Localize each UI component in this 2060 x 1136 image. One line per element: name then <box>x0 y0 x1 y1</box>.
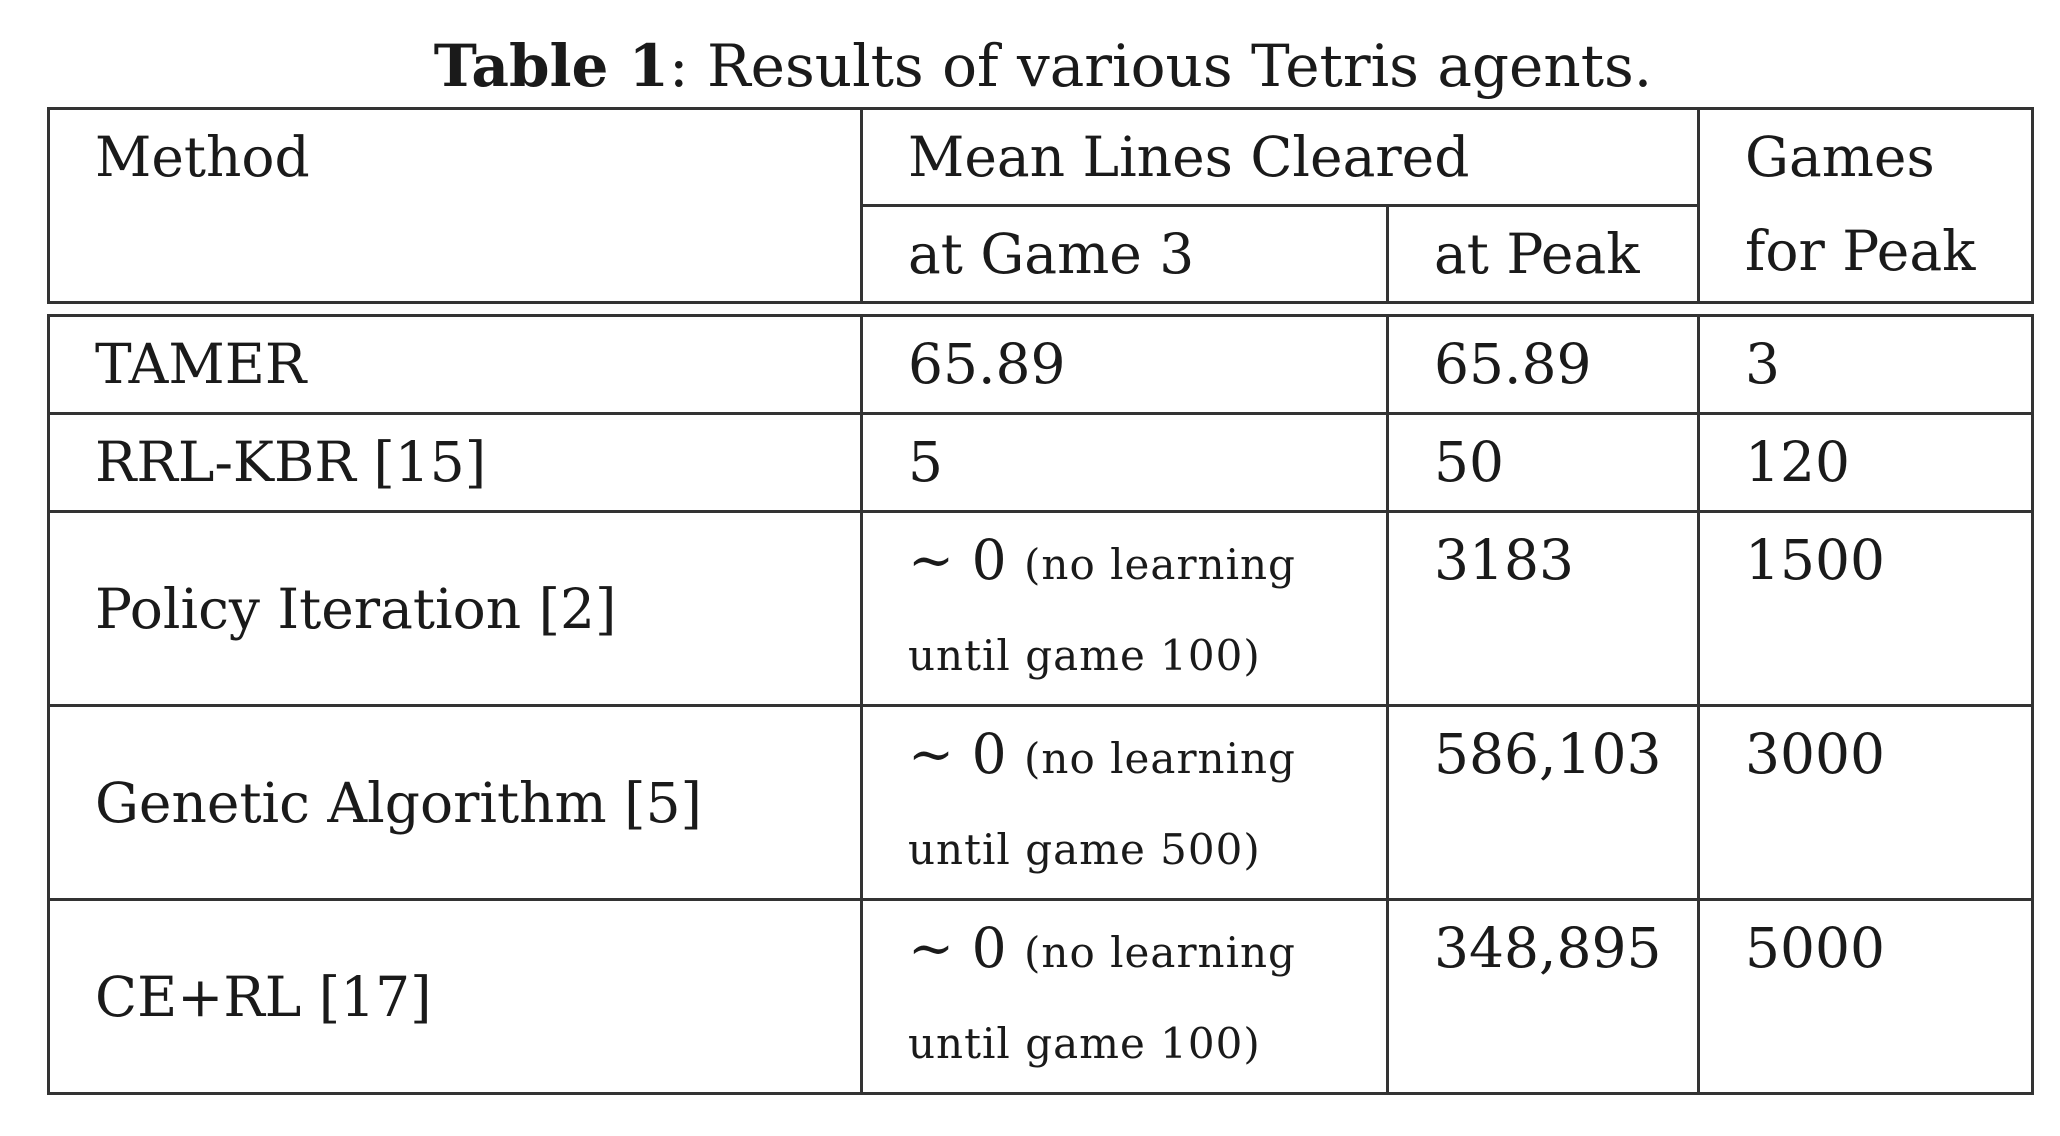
caption-label: Table 1 <box>433 32 669 100</box>
header-games-line2: for Peak <box>1745 219 1976 283</box>
row-method: CE+RL [17] <box>47 898 863 1095</box>
header-mean-lines-cleared: Mean Lines Cleared <box>859 107 1701 207</box>
row-game3-note-line1: (no learning <box>1024 928 1296 977</box>
row-peak: 50 <box>1385 412 1701 513</box>
row-method: RRL-KBR [15] <box>47 412 863 513</box>
row-peak: 348,895 <box>1385 898 1701 1095</box>
row-game3: ∼ 0 (no learning until game 500) <box>860 704 1389 901</box>
header-games-line1: Games <box>1745 125 1935 189</box>
header-games-for-peak: Games for Peak <box>1697 107 2035 304</box>
row-game3-note-line1: (no learning <box>1024 734 1296 783</box>
row-game3-note-line2: until game 100) <box>908 631 1261 680</box>
table-row: TAMER 65.89 65.89 3 <box>47 314 2035 415</box>
row-games: 5000 <box>1697 898 2035 1095</box>
row-game3: 65.89 <box>860 314 1389 415</box>
row-game3: ∼ 0 (no learning until game 100) <box>860 510 1389 707</box>
row-game3-note-line2: until game 500) <box>908 825 1261 874</box>
row-peak: 586,103 <box>1385 704 1701 901</box>
row-game3-note-line2: until game 100) <box>908 1019 1261 1068</box>
table-caption: Table 1: Results of various Tetris agent… <box>0 28 2060 104</box>
table-row: RRL-KBR [15] 5 50 120 <box>47 412 2035 513</box>
caption-text: : Results of various Tetris agents. <box>668 32 1653 100</box>
row-game3: ∼ 0 (no learning until game 100) <box>860 898 1389 1095</box>
header-method: Method <box>47 107 863 304</box>
table-row: Genetic Algorithm [5] ∼ 0 (no learning u… <box>47 704 2035 901</box>
row-games: 3000 <box>1697 704 2035 901</box>
row-method: TAMER <box>47 314 863 415</box>
row-games: 120 <box>1697 412 2035 513</box>
table-row: CE+RL [17] ∼ 0 (no learning until game 1… <box>47 898 2035 1095</box>
row-peak: 3183 <box>1385 510 1701 707</box>
row-method: Policy Iteration [2] <box>47 510 863 707</box>
header-row-1: Method Mean Lines Cleared Games for Peak <box>47 107 2035 304</box>
row-method: Genetic Algorithm [5] <box>47 704 863 901</box>
results-table: Method Mean Lines Cleared Games for Peak… <box>47 107 2035 1095</box>
header-separator <box>48 301 2033 317</box>
header-at-peak: at Peak <box>1385 204 1701 304</box>
row-game3: 5 <box>860 412 1389 513</box>
row-games: 1500 <box>1697 510 2035 707</box>
row-peak: 65.89 <box>1385 314 1701 415</box>
row-game3-note-line1: (no learning <box>1024 540 1296 589</box>
row-game3-approx: ∼ 0 <box>908 916 1007 980</box>
table-row: Policy Iteration [2] ∼ 0 (no learning un… <box>47 510 2035 707</box>
header-row-2: at Game 3 at Peak <box>49 204 2033 304</box>
row-games: 3 <box>1697 314 2035 415</box>
row-game3-approx: ∼ 0 <box>908 722 1007 786</box>
row-game3-approx: ∼ 0 <box>908 528 1007 592</box>
header-at-game-3: at Game 3 <box>860 204 1389 304</box>
